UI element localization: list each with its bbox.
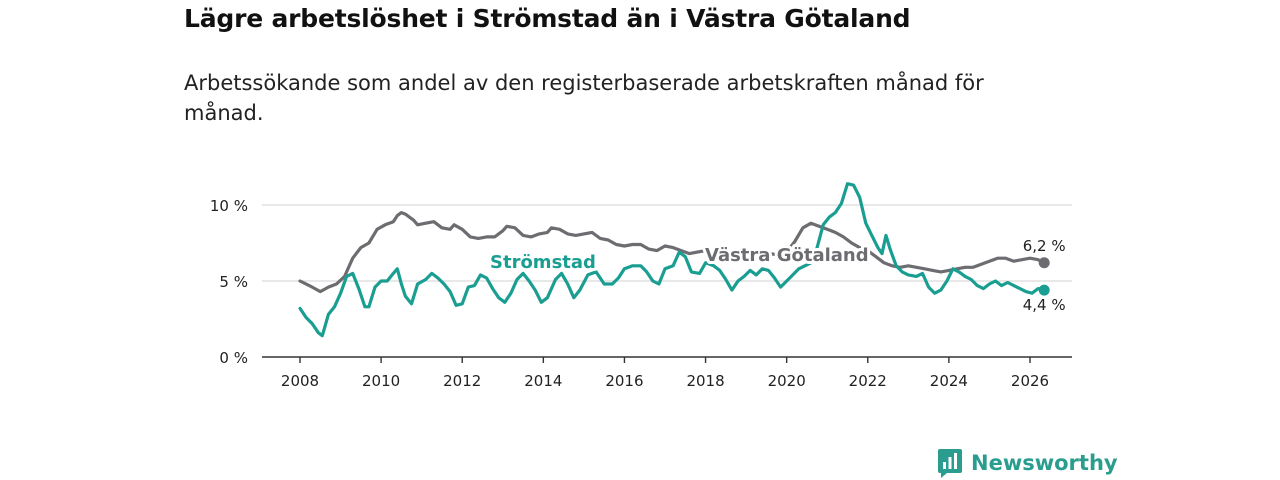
series-lines <box>298 182 1050 338</box>
x-tick-label: 2018 <box>686 372 724 390</box>
end-label-vastra-gotaland: 6,2 % <box>1023 237 1066 255</box>
y-axis-ticks: 0 % 5 % 10 % <box>210 197 248 367</box>
series-end-point <box>1038 257 1050 269</box>
brand-logo[interactable]: Newsworthy <box>937 447 1118 479</box>
y-tick-label: 0 % <box>219 349 248 367</box>
x-tick-label: 2020 <box>768 372 806 390</box>
x-tick-label: 2008 <box>281 372 319 390</box>
y-tick-label: 10 % <box>210 197 248 215</box>
x-tick-label: 2014 <box>524 372 562 390</box>
series-end-point <box>1038 284 1050 296</box>
x-tick-label: 2022 <box>849 372 887 390</box>
y-tick-label: 5 % <box>219 273 248 291</box>
chart-subtitle: Arbetssökande som andel av den registerb… <box>184 71 984 125</box>
series-line-vastra-gotaland <box>298 211 1046 294</box>
x-tick-label: 2026 <box>1011 372 1049 390</box>
x-tick-label: 2012 <box>443 372 481 390</box>
x-tick-label: 2016 <box>605 372 643 390</box>
brand-name: Newsworthy <box>971 451 1118 475</box>
series-line-stromstad <box>298 182 1046 338</box>
newsworthy-logo-icon <box>938 449 962 478</box>
grid-lines <box>262 204 1072 282</box>
x-axis: 2008 2010 2012 2014 2016 2018 2020 2022 2024 2026 <box>262 356 1072 390</box>
x-tick-label: 2024 <box>930 372 968 390</box>
label-vastra-gotaland-halo: Västra Götaland <box>705 245 869 266</box>
label-vastra-gotaland-text: Västra Götaland <box>705 245 869 266</box>
x-tick-label: 2010 <box>362 372 400 390</box>
end-label-stromstad: 4,4 % <box>1023 296 1066 314</box>
label-stromstad-text: Strömstad <box>490 252 596 273</box>
label-stromstad-halo: Strömstad <box>490 252 596 273</box>
chart-title: Lägre arbetslöshet i Strömstad än i Väst… <box>184 4 911 33</box>
